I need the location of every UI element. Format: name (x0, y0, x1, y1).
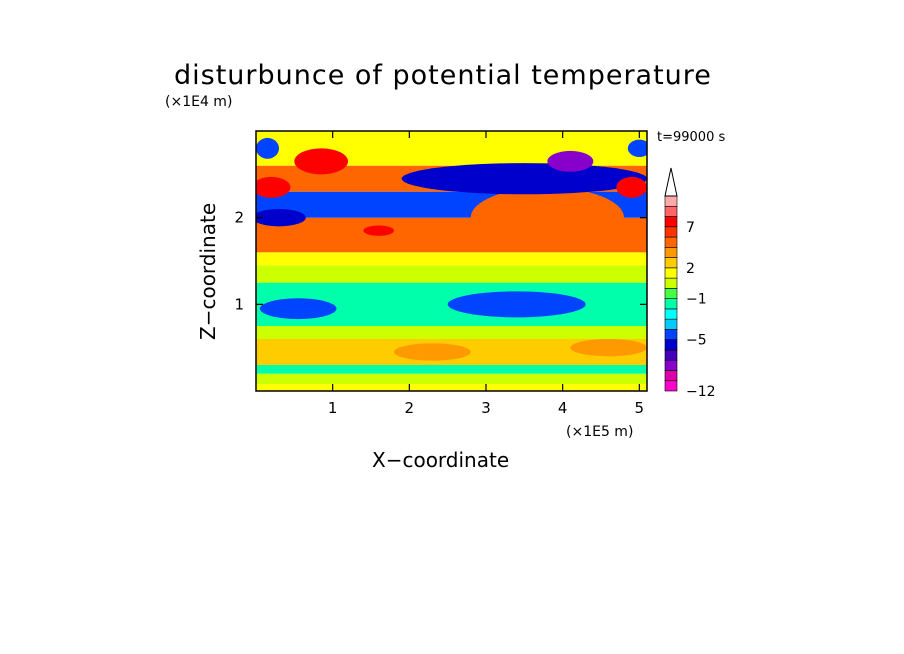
colorbar-swatch (664, 277, 678, 289)
colorbar-swatch (664, 247, 678, 258)
colorbar-tick-label: −12 (686, 384, 716, 400)
colorbar-swatch (664, 205, 678, 217)
heatmap-band (256, 265, 647, 283)
chart-title: disturbunce of potential temperature (174, 60, 712, 91)
colorbar-swatch (664, 339, 678, 351)
heatmap-feature (294, 148, 348, 175)
colorbar-swatch (664, 329, 678, 340)
heatmap-field (256, 131, 647, 391)
colorbar-tick-label: −1 (686, 292, 707, 308)
heatmap-feature (616, 176, 647, 198)
colorbar-tick-label: 7 (686, 220, 695, 236)
heatmap-band (256, 384, 647, 391)
colorbar-swatch (664, 370, 678, 382)
colorbar-swatch (664, 236, 678, 248)
colorbar-tick-label: −5 (686, 333, 707, 349)
heatmap-feature (627, 139, 647, 157)
heatmap-band (256, 373, 647, 385)
colorbar-swatch (664, 195, 678, 207)
heatmap-band (256, 365, 647, 374)
colorbar-swatch (664, 349, 678, 361)
heatmap-band (256, 252, 647, 266)
colorbar-swatch (664, 308, 678, 320)
heatmap-feature (256, 209, 306, 227)
plot-frame (255, 130, 648, 392)
colorbar-extend-arrow (664, 167, 678, 197)
heatmap-feature (363, 225, 394, 236)
colorbar-tick-label: 2 (686, 261, 695, 277)
colorbar-swatch (664, 216, 678, 228)
colorbar-swatch (664, 380, 678, 392)
x-axis-label: X−coordinate (372, 448, 510, 472)
x-tick-label: 2 (405, 399, 415, 417)
colorbar-swatch (664, 318, 678, 330)
colorbar-swatch (664, 257, 678, 269)
y-unit-label: (×1E4 m) (165, 94, 233, 110)
heatmap-feature (470, 187, 624, 249)
colorbar-swatch (664, 298, 678, 310)
heatmap-feature (256, 176, 291, 198)
y-tick-label: 2 (234, 209, 244, 227)
x-tick-label: 5 (635, 399, 645, 417)
heatmap-feature (570, 339, 647, 357)
heatmap-feature (394, 343, 471, 361)
heatmap-feature (547, 150, 594, 172)
colorbar-swatch (664, 267, 678, 279)
colorbar-swatch (664, 226, 678, 238)
heatmap-feature (256, 137, 279, 159)
x-unit-label: (×1E5 m) (566, 424, 634, 440)
heatmap-feature (401, 163, 647, 195)
x-tick-label: 3 (481, 399, 491, 417)
colorbar-swatch (664, 288, 678, 299)
heatmap-band (256, 326, 647, 339)
heatmap-feature (447, 291, 586, 318)
x-tick-label: 1 (328, 399, 338, 417)
time-label: t=99000 s (657, 130, 726, 145)
y-tick-label: 1 (234, 295, 244, 313)
x-tick-label: 4 (558, 399, 568, 417)
heatmap-feature (259, 298, 337, 320)
colorbar-swatch (664, 359, 678, 371)
